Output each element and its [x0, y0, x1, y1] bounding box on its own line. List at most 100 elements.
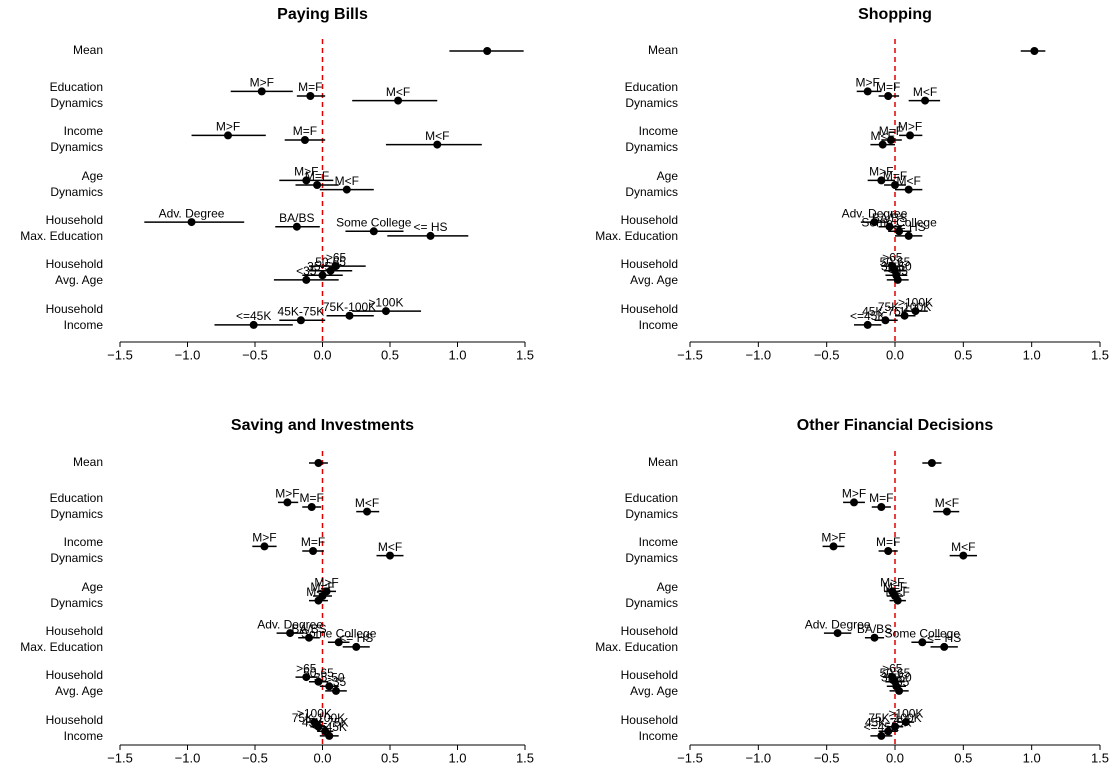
x-tick-label: 0.0: [313, 347, 331, 362]
point-label: >100K: [898, 295, 933, 309]
point-label: 75K-100K: [323, 300, 376, 314]
point-label: BA/BS: [291, 622, 326, 636]
row-label: Education: [625, 80, 678, 94]
point-label: M=F: [879, 124, 903, 138]
row-label: Max. Education: [595, 229, 678, 243]
x-tick-label: 1.5: [1091, 347, 1109, 362]
point: [345, 311, 354, 320]
point: [257, 87, 266, 96]
point-label: 35-50: [881, 259, 912, 273]
row-label: Mean: [648, 43, 678, 57]
point: [870, 218, 879, 227]
point: [878, 140, 887, 149]
row-label: Household: [621, 213, 678, 227]
point-label: >100K: [888, 706, 923, 720]
row-label: Dynamics: [50, 551, 103, 565]
row-label: Dynamics: [50, 596, 103, 610]
row-label: Income: [64, 318, 104, 332]
point-label: M<F: [886, 585, 910, 599]
x-tick-label: 1.0: [1023, 347, 1041, 362]
point: [901, 718, 910, 727]
x-tick-label: 1.0: [1023, 750, 1041, 765]
point: [334, 638, 343, 647]
point: [305, 633, 313, 642]
point: [884, 727, 893, 736]
point-label: M<F: [355, 496, 379, 510]
point-label: <= HS: [927, 631, 961, 645]
row-label: Household: [46, 624, 103, 638]
row-label: Dynamics: [625, 96, 678, 110]
point: [884, 92, 893, 100]
point: [918, 638, 927, 647]
point: [900, 311, 909, 320]
point: [885, 222, 894, 231]
row-label: Income: [64, 124, 104, 138]
point: [314, 722, 323, 731]
row-label: Age: [657, 169, 679, 183]
point: [893, 596, 902, 605]
point-label: 50-65: [880, 666, 911, 680]
point: [833, 629, 842, 638]
point: [829, 542, 838, 551]
point: [386, 551, 394, 560]
x-tick-label: −1.0: [745, 347, 771, 362]
point-label: BA/BS: [872, 211, 907, 225]
point-label: M>F: [250, 76, 274, 90]
point: [1030, 47, 1039, 55]
x-tick-label: −1.5: [677, 750, 703, 765]
point-label: M<F: [386, 85, 410, 99]
point: [891, 722, 899, 731]
point-label: >100K: [297, 706, 332, 720]
point-label: >65: [326, 250, 347, 264]
point-label: 45K-75K: [862, 304, 909, 318]
point-label: M=F: [883, 580, 907, 594]
point: [296, 316, 305, 325]
point: [302, 673, 311, 682]
point-label: M=F: [301, 535, 325, 549]
row-label: Household: [46, 257, 103, 271]
x-tick-label: 0.0: [886, 347, 904, 362]
point: [325, 731, 334, 740]
row-label: Mean: [73, 455, 103, 469]
row-label: Education: [50, 491, 103, 505]
point-label: <=45K: [236, 309, 271, 323]
point: [306, 92, 315, 100]
point-label: 45K-75K: [865, 715, 912, 729]
point-label: <35: [326, 675, 347, 689]
x-tick-label: 0.5: [954, 750, 972, 765]
row-label: Max. Education: [595, 640, 678, 654]
point: [895, 686, 904, 695]
point: [895, 227, 904, 236]
point: [302, 176, 311, 185]
row-label: Dynamics: [625, 551, 678, 565]
point-label: M>F: [880, 576, 904, 590]
point: [877, 503, 886, 511]
row-label: Age: [82, 169, 104, 183]
point-label: 35-50: [314, 670, 345, 684]
point-label: 75K-100K: [868, 711, 921, 725]
x-tick-label: −1.5: [107, 750, 133, 765]
point: [326, 266, 335, 275]
point: [325, 682, 334, 691]
point-label: 35-50: [881, 670, 912, 684]
point: [433, 140, 442, 149]
point-label: <= HS: [339, 631, 373, 645]
point-label: M<F: [951, 540, 975, 554]
x-tick-label: 0.0: [886, 750, 904, 765]
row-label: Household: [46, 302, 103, 316]
point: [314, 677, 323, 686]
point: [283, 498, 292, 507]
point-label: <=45K: [850, 309, 885, 323]
row-label: Dynamics: [50, 140, 103, 154]
point: [904, 185, 913, 194]
point-label: M>F: [855, 76, 879, 90]
row-label: Education: [625, 491, 678, 505]
point: [921, 96, 930, 105]
point: [483, 47, 492, 55]
x-tick-label: 1.5: [516, 750, 534, 765]
point-label: M=F: [869, 491, 893, 505]
point: [863, 320, 872, 329]
point-label: M=F: [300, 491, 324, 505]
row-label: Avg. Age: [630, 273, 678, 287]
x-tick-label: −1.0: [745, 750, 771, 765]
